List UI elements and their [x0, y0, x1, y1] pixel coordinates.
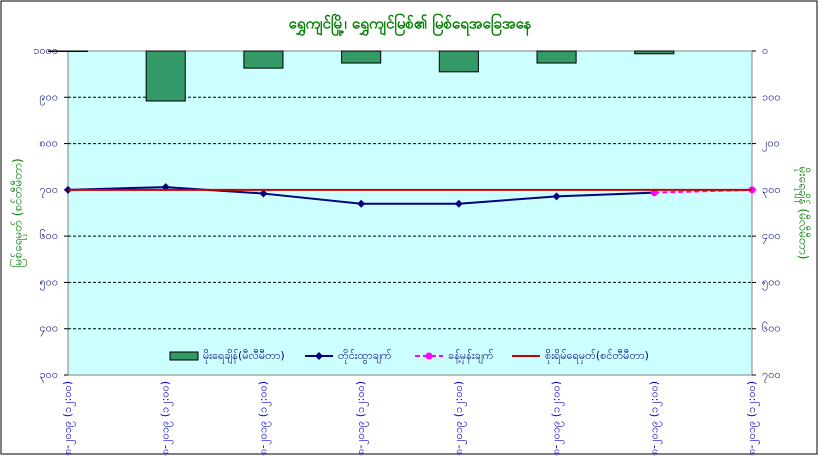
y-tick-label: ၆၀၀ — [39, 229, 58, 242]
bar — [536, 50, 577, 64]
bar — [438, 50, 479, 73]
bar — [243, 50, 284, 69]
x-tick-label: ၁၂-၈-၂၀၁၉ (၁၂:၀၀) — [256, 381, 271, 456]
bar — [145, 50, 186, 102]
x-tick-label: ၁၆-၈-၂၀၁၉ (၁၂:၀၀) — [647, 381, 662, 456]
point — [454, 199, 463, 208]
x-tick-label: ၁၄-၈-၂၀၁၉ (၁၂:၀၀) — [452, 381, 467, 456]
y2-tick-label: ၃၀၀ — [762, 183, 781, 198]
legend-label: စိုးရိမ်ရေမှတ်(စင်တီမီတာ) — [545, 349, 649, 364]
x-tick-label: ၁၀-၈-၂၀၁၉ (၁၂:၀၀) — [61, 381, 76, 456]
y2-tick-label: ၆၀၀ — [762, 322, 781, 335]
y-tick-label: ၇၀၀ — [39, 183, 58, 198]
legend-label: မိုးရေချိန်(မီလီမီတာ) — [203, 349, 285, 364]
y-axis-label: မြစ်ရေမှတ် (စင်တီမီတာ) — [9, 158, 28, 267]
point — [650, 189, 658, 197]
y-tick-label: ၄၀၀ — [39, 322, 58, 337]
y2-axis-label: မိုးရေချိန် (မီလီမီတာ) — [794, 167, 812, 260]
y2-tick-label: ၇၀၀ — [762, 368, 781, 383]
x-tick-label: ၁၃-၈-၂၀၁၉ (၁၂:၀၀) — [354, 381, 369, 456]
y-tick-label: ၅၀၀ — [39, 275, 58, 290]
x-tick-label: ၁၇-၈-၂၀၁၉ (၁၂:၀၀) — [745, 381, 760, 456]
y2-tick-label: ၂၀၀ — [762, 137, 780, 152]
legend-label: ခန့်မှန်းချက် — [448, 349, 494, 364]
bar — [341, 50, 382, 64]
legend-marker — [315, 352, 323, 360]
x-tick-label: ၁၅-၈-၂၀၁၉ (၁၂:၀၀) — [550, 381, 565, 456]
y-tick-label: ၃၀၀ — [39, 368, 58, 383]
y-tick-label: ၈၀၀ — [39, 137, 58, 150]
x-tick-label: ၁၁-၈-၂၀၁၉ (၁၂:၀၀) — [159, 381, 174, 456]
point — [552, 192, 561, 201]
y-tick-label: ၉၀၀ — [39, 90, 58, 105]
legend-marker — [425, 352, 433, 360]
y2-tick-label: ၅၀၀ — [762, 275, 781, 290]
y2-tick-label: ၀ — [762, 44, 768, 57]
plot-area — [67, 50, 753, 376]
bar — [634, 50, 675, 55]
point — [357, 199, 366, 208]
legend-swatch — [169, 351, 199, 361]
y2-tick-label: ၄၀၀ — [762, 229, 781, 244]
y2-tick-label: ၁၀၀ — [762, 90, 781, 103]
legend-label: တိုင်းထွာချက် — [338, 349, 392, 364]
y-tick-label: ၁၀၀၀ — [33, 44, 58, 57]
point — [259, 189, 268, 198]
